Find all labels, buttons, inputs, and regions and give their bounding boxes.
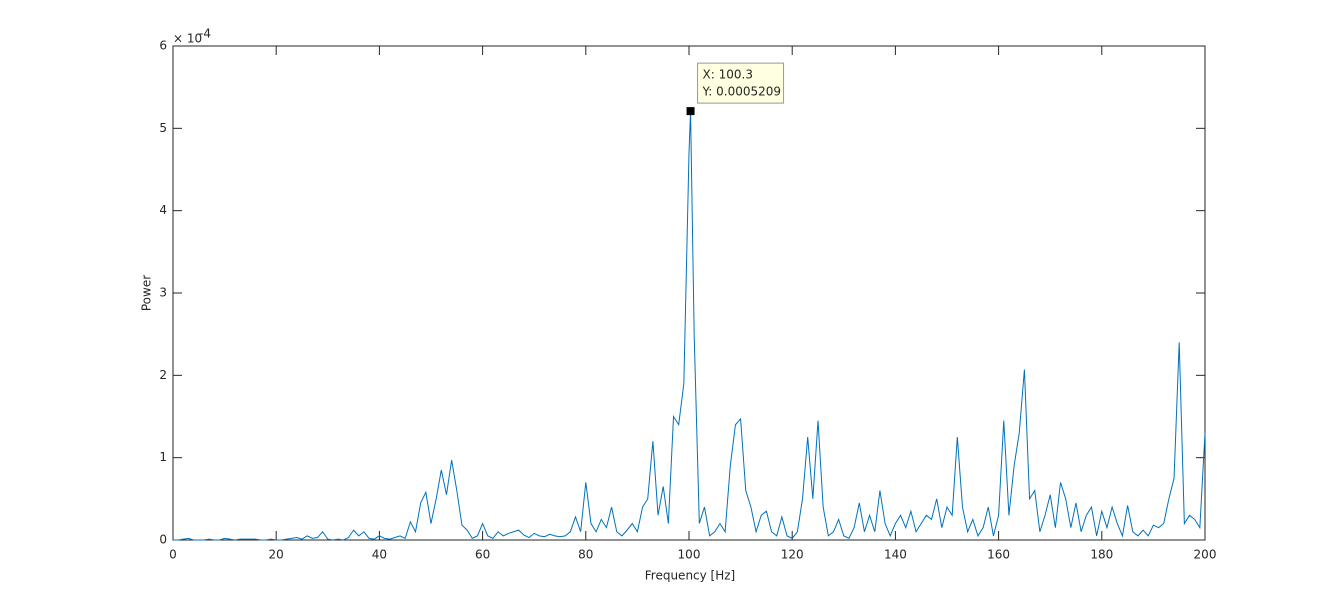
y-tick-label: 3 xyxy=(159,286,167,300)
x-tick-label: 100 xyxy=(678,548,701,562)
datatip-text: X: 100.3 xyxy=(703,68,753,82)
datatip-box xyxy=(697,62,785,104)
y-tick-label: 2 xyxy=(159,368,167,382)
y-tick-label: 1 xyxy=(159,450,167,464)
x-tick-label: 20 xyxy=(269,548,284,562)
axes-box xyxy=(172,45,1206,541)
x-tick-label: 0 xyxy=(169,548,177,562)
x-tick-label: 40 xyxy=(372,548,387,562)
x-tick-label: 60 xyxy=(475,548,490,562)
x-axis-label: Frequency [Hz] xyxy=(645,569,736,583)
y-tick-label: 4 xyxy=(159,203,167,217)
y-exponent-base: × 10 xyxy=(173,32,202,46)
data-line xyxy=(173,111,1206,541)
y-tick-label: 6 xyxy=(159,39,167,53)
y-tick-label: 5 xyxy=(159,121,167,135)
datatip-text: Y: 0.0005209 xyxy=(702,85,782,99)
y-axis-label: Power xyxy=(140,275,154,311)
x-tick-label: 160 xyxy=(987,548,1010,562)
x-tick-label: 200 xyxy=(1194,548,1217,562)
x-tick-label: 80 xyxy=(578,548,593,562)
x-tick-label: 180 xyxy=(1090,548,1113,562)
y-exponent-power: -4 xyxy=(199,27,211,41)
y-tick-label: 0 xyxy=(159,533,167,547)
x-tick-label: 120 xyxy=(781,548,804,562)
datatip-marker xyxy=(686,107,695,116)
x-tick-label: 140 xyxy=(884,548,907,562)
